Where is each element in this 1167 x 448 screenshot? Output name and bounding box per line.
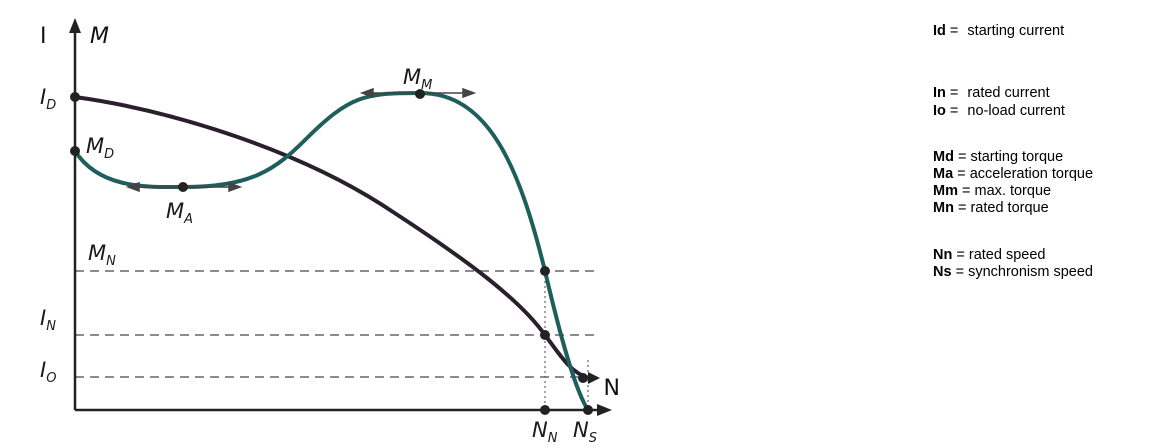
legend-item-id: Id = starting current bbox=[933, 23, 1064, 40]
legend-eq: = bbox=[957, 183, 975, 199]
md-point bbox=[70, 146, 80, 156]
mm-point bbox=[415, 89, 425, 99]
legend-eq: = bbox=[945, 23, 963, 39]
x-axis-arrow-icon bbox=[597, 404, 612, 416]
mn-point bbox=[540, 266, 550, 276]
legend-item-ns: Ns = synchronism speed bbox=[933, 264, 1093, 281]
legend-item-io: Io = no-load current bbox=[933, 103, 1065, 120]
legend-item-nn: Nn = rated speed bbox=[933, 247, 1045, 264]
ma-label: MA bbox=[166, 199, 193, 227]
legend-desc: max. torque bbox=[974, 183, 1052, 199]
md-label: MD bbox=[86, 134, 114, 162]
nn-label: NN bbox=[532, 418, 558, 446]
legend-desc: starting torque bbox=[970, 149, 1064, 165]
id-point bbox=[70, 92, 80, 102]
legend-eq: = bbox=[953, 149, 971, 165]
mm-label: MM bbox=[403, 65, 432, 93]
in-point bbox=[540, 330, 550, 340]
legend-eq: = bbox=[953, 166, 970, 182]
legend-eq: = bbox=[952, 247, 969, 263]
y-axis-arrow-icon bbox=[69, 18, 81, 33]
legend-desc: starting current bbox=[967, 23, 1065, 39]
legend-key: Id bbox=[933, 23, 946, 39]
ns-point bbox=[583, 405, 593, 415]
legend-desc: synchronism speed bbox=[968, 264, 1093, 280]
legend-eq: = bbox=[951, 264, 969, 280]
legend-key: Ns bbox=[933, 264, 952, 280]
legend-desc: acceleration torque bbox=[969, 166, 1094, 182]
io-arrow-icon bbox=[588, 372, 600, 384]
current-curve bbox=[74, 95, 589, 380]
legend-item-ma: Ma = acceleration torque bbox=[933, 166, 1093, 183]
legend-key: Md bbox=[933, 149, 954, 165]
legend-key: Nn bbox=[933, 247, 953, 263]
y-axis-label-torque: M bbox=[90, 24, 109, 49]
io-point bbox=[578, 373, 588, 383]
mn-label: MN bbox=[88, 241, 116, 269]
legend-desc: no-load current bbox=[967, 103, 1065, 119]
legend-desc: rated torque bbox=[970, 200, 1049, 216]
legend-key: Ma bbox=[933, 166, 954, 182]
legend-desc: rated current bbox=[967, 85, 1050, 101]
y-axis-label-current: I bbox=[40, 24, 47, 49]
mm-double-arrow-icon bbox=[359, 87, 477, 99]
id-label: ID bbox=[40, 85, 56, 113]
legend-eq: = bbox=[945, 85, 963, 101]
x-axis-label: N bbox=[604, 376, 620, 401]
in-label: IN bbox=[40, 306, 56, 334]
nn-point bbox=[540, 405, 550, 415]
legend-item-mm: Mm = max. torque bbox=[933, 183, 1051, 200]
legend-item-mn: Mn = rated torque bbox=[933, 200, 1049, 217]
ma-point bbox=[178, 182, 188, 192]
legend-desc: rated speed bbox=[968, 247, 1046, 263]
legend-item-md: Md = starting torque bbox=[933, 149, 1063, 166]
io-label: IO bbox=[40, 358, 56, 386]
ns-label: NS bbox=[573, 418, 597, 446]
torque-curve bbox=[73, 90, 590, 412]
legend-eq: = bbox=[945, 103, 963, 119]
torque-current-speed-diagram: I M N ID MD MA MM MN IN IO NN NS bbox=[40, 18, 620, 446]
legend-key: Mm bbox=[933, 183, 958, 199]
legend-key: Io bbox=[933, 103, 946, 119]
legend-key: In bbox=[933, 85, 946, 101]
legend-item-in: In = rated current bbox=[933, 85, 1050, 102]
legend-eq: = bbox=[953, 200, 971, 216]
legend-key: Mn bbox=[933, 200, 954, 216]
